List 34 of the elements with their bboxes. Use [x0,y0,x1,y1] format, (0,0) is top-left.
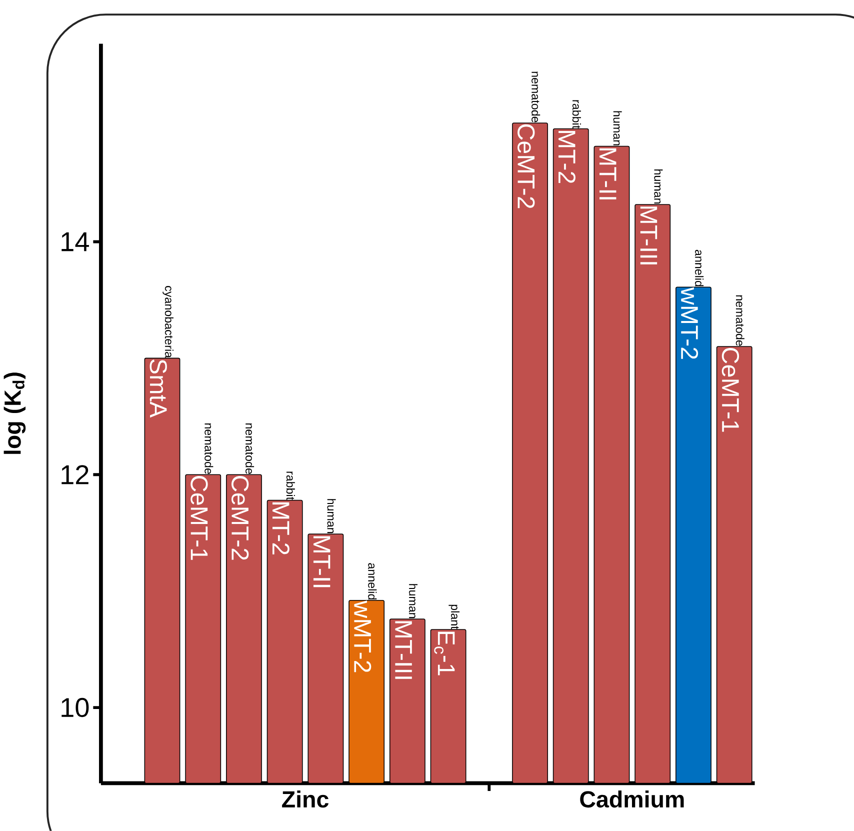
annotation: rabbit [286,472,295,500]
annotation: annelid [695,250,704,286]
x-tick-label: CeMT-1 [190,476,208,560]
annotation: cyanobacteria [162,286,174,358]
annotation: rabbit [572,100,581,129]
x-tick-label: E$_{c}$-1 [434,632,455,676]
y-axis-title: log (K$_{d}$) [4,372,26,454]
annotation: nematode [736,295,744,346]
x-tick-label: MT-2 [272,502,290,554]
x-tick-label: MT-III [395,621,412,679]
annotation: plant [448,604,460,630]
annotation: nematode [246,424,254,474]
y-tick-label: 12 [62,465,88,484]
text: Cadmium [580,790,684,808]
x-tick-label: CeMT-2 [518,124,535,208]
y-tick-label: 14 [62,232,89,252]
annotation: human [327,499,336,534]
annotation: nematode [204,424,214,474]
y-tick-label: 10 [62,698,89,718]
annotation: human [408,584,418,618]
x-tick-label: MT-2 [558,131,576,183]
x-tick-label: MT-II [600,148,616,200]
x-tick-label: MT-III [640,206,658,264]
annotation: annelid [368,563,377,600]
x-tick-label: CeMT-1 [722,348,740,432]
text: Zinc [282,790,328,808]
x-tick-label: SmtA [150,360,167,418]
x-tick-label: MT-II [313,536,330,588]
x-tick-label: wMT-2 [681,287,698,359]
x-tick-label: wMT-2 [354,600,372,672]
annotation: nematode [532,72,540,122]
annotation: human [654,170,663,204]
annotation: human [613,111,622,146]
x-tick-label: CeMT-2 [232,476,249,560]
